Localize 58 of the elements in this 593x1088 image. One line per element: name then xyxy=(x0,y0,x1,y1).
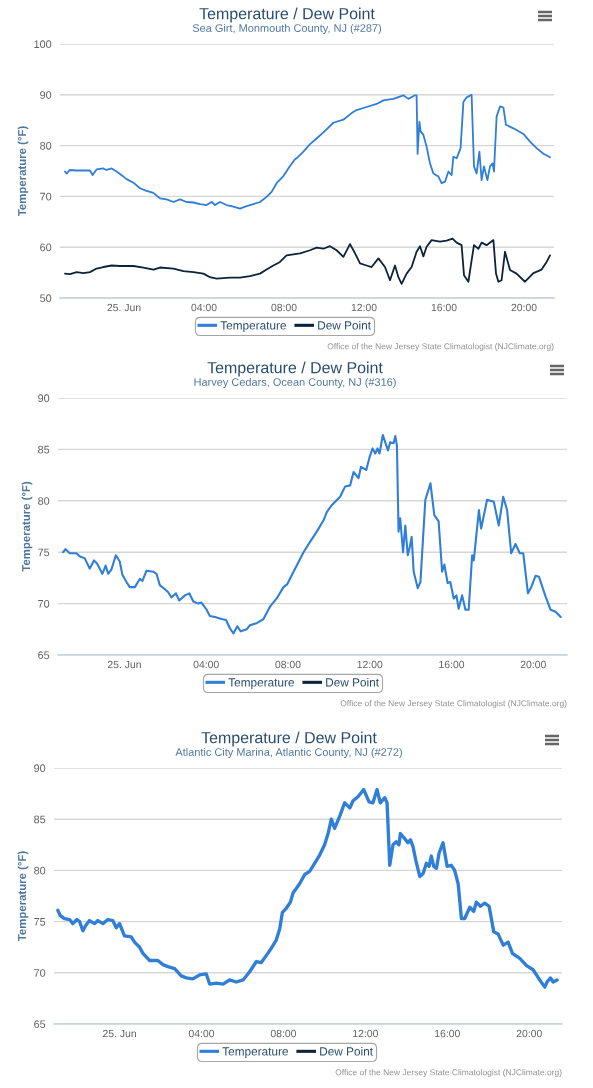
legend-label: Temperature xyxy=(222,1047,288,1058)
x-tick-label: 04:00 xyxy=(191,303,217,312)
y-tick-label: 50 xyxy=(40,294,52,303)
x-tick-label: 16:00 xyxy=(435,1029,460,1038)
legend-label: Dew Point xyxy=(318,320,371,330)
x-tick-label: 08:00 xyxy=(275,660,301,669)
legend-label: Temperature xyxy=(220,321,286,332)
x-tick-label: 25. Jun xyxy=(107,303,141,312)
y-tick-label: 80 xyxy=(40,141,52,150)
x-tick-label: 20:00 xyxy=(511,303,537,312)
x-tick-label: 16:00 xyxy=(431,303,457,312)
y-axis-title: Temperature (°F) xyxy=(17,851,29,942)
x-tick-label: 12:00 xyxy=(351,303,377,312)
chart-subtitle: Harvey Cedars, Ocean County, NJ (#316) xyxy=(194,377,396,389)
x-tick-label: 12:00 xyxy=(357,660,383,669)
x-tick-label: 16:00 xyxy=(439,660,465,669)
y-tick-label: 65 xyxy=(34,1020,46,1029)
text: Office of the New Jersey State Climatologist (NJClimate.org) xyxy=(340,700,567,708)
y-axis-title: Temperature (°F) xyxy=(21,481,33,572)
x-tick-label: 25. Jun xyxy=(107,660,141,669)
legend-label: Dew Point xyxy=(326,677,379,687)
chart-title: Temperature / Dew Point xyxy=(199,7,375,23)
text: Office of the New Jersey State Climatologist (NJClimate.org) xyxy=(327,343,554,351)
y-tick-label: 90 xyxy=(38,394,50,403)
line-series xyxy=(62,433,562,635)
legend-label: Dew Point xyxy=(320,1046,373,1056)
line-series xyxy=(56,787,559,989)
x-tick-label: 04:00 xyxy=(188,1029,215,1038)
chart-subtitle: Atlantic City Marina, Atlantic County, NJ (#272) xyxy=(175,747,402,759)
x-tick-label: 20:00 xyxy=(520,660,546,669)
y-tick-label: 85 xyxy=(38,445,50,454)
y-tick-label: 70 xyxy=(38,599,50,608)
x-tick-label: 08:00 xyxy=(270,1029,297,1038)
y-axis-title: Temperature (°F) xyxy=(17,126,29,217)
x-tick-label: 20:00 xyxy=(516,1029,542,1038)
y-tick-label: 85 xyxy=(34,815,46,824)
y-tick-label: 60 xyxy=(40,243,52,252)
y-tick-label: 70 xyxy=(40,192,52,201)
x-tick-label: 08:00 xyxy=(271,303,297,312)
y-tick-label: 65 xyxy=(38,651,50,660)
y-tick-label: 90 xyxy=(34,764,46,773)
x-tick-label: 25. Jun xyxy=(102,1029,136,1038)
y-tick-label: 90 xyxy=(40,91,52,99)
y-tick-label: 80 xyxy=(34,866,46,875)
y-tick-label: 80 xyxy=(38,497,50,505)
x-tick-label: 12:00 xyxy=(353,1029,378,1038)
y-tick-label: 70 xyxy=(34,969,46,977)
chart-subtitle: Sea Girt, Monmouth County, NJ (#287) xyxy=(192,23,382,35)
legend-label: Temperature xyxy=(228,678,294,689)
x-tick-label: 04:00 xyxy=(193,660,219,669)
text: Office of the New Jersey State Climatologist (NJClimate.org) xyxy=(335,1069,562,1077)
y-tick-label: 100 xyxy=(34,40,52,49)
y-tick-label: 75 xyxy=(34,918,46,926)
line-series xyxy=(64,237,551,285)
chart-title: Temperature / Dew Point xyxy=(201,731,377,747)
chart-title: Temperature / Dew Point xyxy=(207,361,383,377)
y-tick-label: 75 xyxy=(38,548,50,557)
line-series xyxy=(64,93,551,210)
